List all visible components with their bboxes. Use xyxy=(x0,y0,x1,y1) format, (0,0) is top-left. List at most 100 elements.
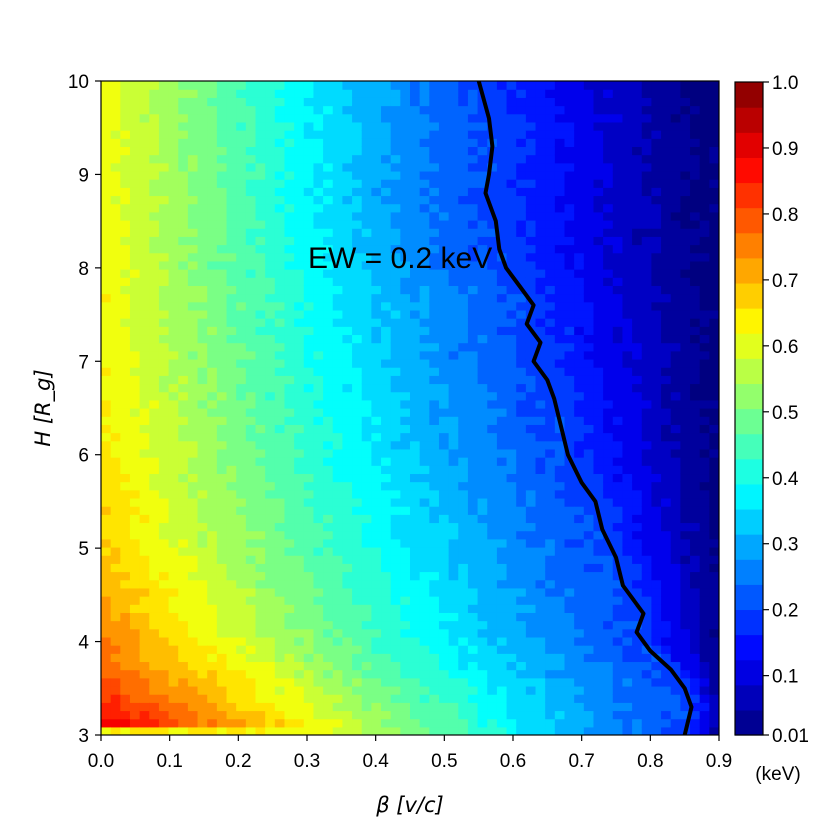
heatmap-cell xyxy=(419,596,430,605)
heatmap-cell xyxy=(400,130,411,139)
heatmap-cell xyxy=(207,219,218,229)
heatmap-cell xyxy=(612,89,624,98)
heatmap-cell xyxy=(274,685,286,695)
heatmap-cell xyxy=(294,506,305,515)
heatmap-cell xyxy=(525,604,537,613)
heatmap-cell xyxy=(332,408,344,417)
heatmap-cell xyxy=(139,465,150,475)
heatmap-cell xyxy=(448,497,459,507)
heatmap-cell xyxy=(612,571,624,581)
heatmap-cell xyxy=(680,179,691,188)
heatmap-cell xyxy=(226,571,237,581)
heatmap-cell xyxy=(448,604,459,613)
heatmap-cell xyxy=(168,473,179,483)
heatmap-cell xyxy=(467,318,479,327)
heatmap-cell xyxy=(487,236,498,246)
heatmap-cell xyxy=(545,236,556,246)
heatmap-cell xyxy=(274,506,286,515)
heatmap-cell xyxy=(265,685,276,695)
heatmap-cell xyxy=(525,105,537,115)
heatmap-cell xyxy=(236,301,247,311)
heatmap-cell xyxy=(564,105,575,115)
heatmap-cell xyxy=(149,81,160,90)
heatmap-cell xyxy=(410,448,421,458)
heatmap-cell xyxy=(168,579,179,589)
heatmap-cell xyxy=(487,334,498,344)
heatmap-cell xyxy=(168,514,179,524)
heatmap-cell xyxy=(352,367,363,376)
heatmap-cell xyxy=(438,702,450,712)
heatmap-cell xyxy=(632,318,643,327)
heatmap-cell xyxy=(574,481,585,491)
heatmap-cell xyxy=(448,465,459,475)
heatmap-cell xyxy=(438,546,450,556)
heatmap-cell xyxy=(612,645,624,654)
heatmap-cell xyxy=(564,653,575,663)
heatmap-cell xyxy=(690,710,701,720)
heatmap-cell xyxy=(680,579,691,589)
heatmap-cell xyxy=(342,636,353,646)
heatmap-cell xyxy=(236,326,247,336)
heatmap-cell xyxy=(381,669,392,679)
heatmap-cell xyxy=(255,596,266,605)
heatmap-cell xyxy=(438,538,450,548)
heatmap-cell xyxy=(699,620,710,630)
heatmap-cell xyxy=(545,432,556,442)
heatmap-cell xyxy=(661,350,672,360)
heatmap-cell xyxy=(690,89,701,98)
heatmap-cell xyxy=(467,538,479,548)
heatmap-cell xyxy=(661,408,672,417)
heatmap-cell xyxy=(583,506,595,515)
heatmap-cell xyxy=(603,130,614,139)
heatmap-cell xyxy=(187,260,199,270)
heatmap-cell xyxy=(168,645,179,654)
heatmap-cell xyxy=(477,587,488,597)
heatmap-cell xyxy=(593,285,604,295)
heatmap-cell xyxy=(467,587,479,597)
heatmap-cell xyxy=(313,628,324,638)
heatmap-cell xyxy=(168,195,179,205)
heatmap-cell xyxy=(410,489,421,499)
heatmap-cell xyxy=(313,146,324,156)
heatmap-cell xyxy=(603,326,614,336)
heatmap-cell xyxy=(400,334,411,344)
heatmap-cell xyxy=(680,244,691,254)
heatmap-cell xyxy=(554,301,566,311)
heatmap-cell xyxy=(670,318,681,327)
heatmap-cell xyxy=(294,718,305,728)
heatmap-cell xyxy=(129,473,141,483)
heatmap-cell xyxy=(129,146,141,156)
heatmap-cell xyxy=(255,260,266,270)
heatmap-cell xyxy=(323,293,334,303)
heatmap-cell xyxy=(506,97,517,107)
heatmap-cell xyxy=(265,121,276,131)
heatmap-cell xyxy=(255,432,266,442)
heatmap-cell xyxy=(410,228,421,237)
heatmap-cell xyxy=(641,489,653,499)
heatmap-cell xyxy=(690,260,701,270)
heatmap-cell xyxy=(651,571,662,581)
heatmap-cell xyxy=(612,350,624,360)
heatmap-cell xyxy=(158,432,170,442)
heatmap-cell xyxy=(149,432,160,442)
heatmap-cell xyxy=(516,530,527,540)
heatmap-cell xyxy=(332,334,344,344)
heatmap-cell xyxy=(274,694,286,703)
heatmap-cell xyxy=(303,146,315,156)
heatmap-cell xyxy=(438,375,450,385)
heatmap-cell xyxy=(467,661,479,671)
heatmap-cell xyxy=(487,326,498,336)
heatmap-cell xyxy=(197,81,208,90)
heatmap-cell xyxy=(516,318,527,327)
heatmap-cell xyxy=(545,489,556,499)
heatmap-cell xyxy=(670,685,681,695)
heatmap-cell xyxy=(139,121,150,131)
heatmap-cell xyxy=(332,97,344,107)
heatmap-cell xyxy=(313,260,324,270)
heatmap-cell xyxy=(207,187,218,197)
heatmap-cell xyxy=(323,506,334,515)
heatmap-cell xyxy=(670,179,681,188)
heatmap-cell xyxy=(632,563,643,573)
heatmap-cell xyxy=(410,219,421,229)
heatmap-cell xyxy=(313,718,324,728)
